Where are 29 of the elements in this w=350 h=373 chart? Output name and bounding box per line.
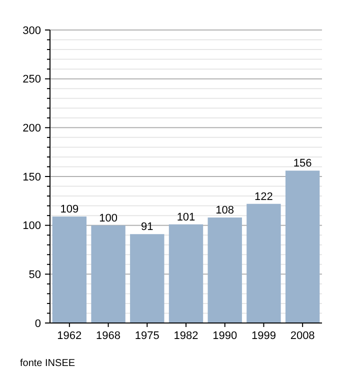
- x-tick-label: 1990: [212, 330, 238, 342]
- y-tick-label: 250: [22, 74, 41, 86]
- y-tick-label: 50: [28, 269, 41, 282]
- data-label: 156: [293, 158, 312, 170]
- bar: [285, 170, 320, 323]
- x-tick-label: 2008: [290, 330, 315, 342]
- y-tick-label: 0: [34, 318, 41, 330]
- data-label: 108: [216, 204, 234, 217]
- bar: [52, 216, 87, 323]
- data-label: 109: [60, 204, 79, 216]
- x-tick-label: 1968: [96, 330, 121, 342]
- x-tick-label: 1962: [57, 330, 82, 342]
- x-tick-label: 1999: [251, 330, 276, 342]
- y-tick-label: 300: [22, 24, 41, 37]
- data-label: 101: [176, 211, 196, 224]
- bar: [130, 234, 164, 323]
- y-tick-label: 100: [22, 220, 41, 232]
- bar: [246, 204, 281, 323]
- y-tick-label: 200: [22, 122, 41, 135]
- x-tick-label: 1982: [174, 330, 198, 342]
- data-label: 91: [141, 221, 154, 234]
- y-tick-label: 150: [22, 171, 41, 184]
- data-label: 122: [254, 190, 273, 203]
- bar: [91, 225, 126, 323]
- data-label: 100: [99, 212, 118, 224]
- bar: [208, 218, 242, 323]
- bar: [168, 224, 204, 323]
- x-tick-label: 1975: [134, 330, 160, 342]
- source-note: fonte INSEE: [20, 358, 76, 369]
